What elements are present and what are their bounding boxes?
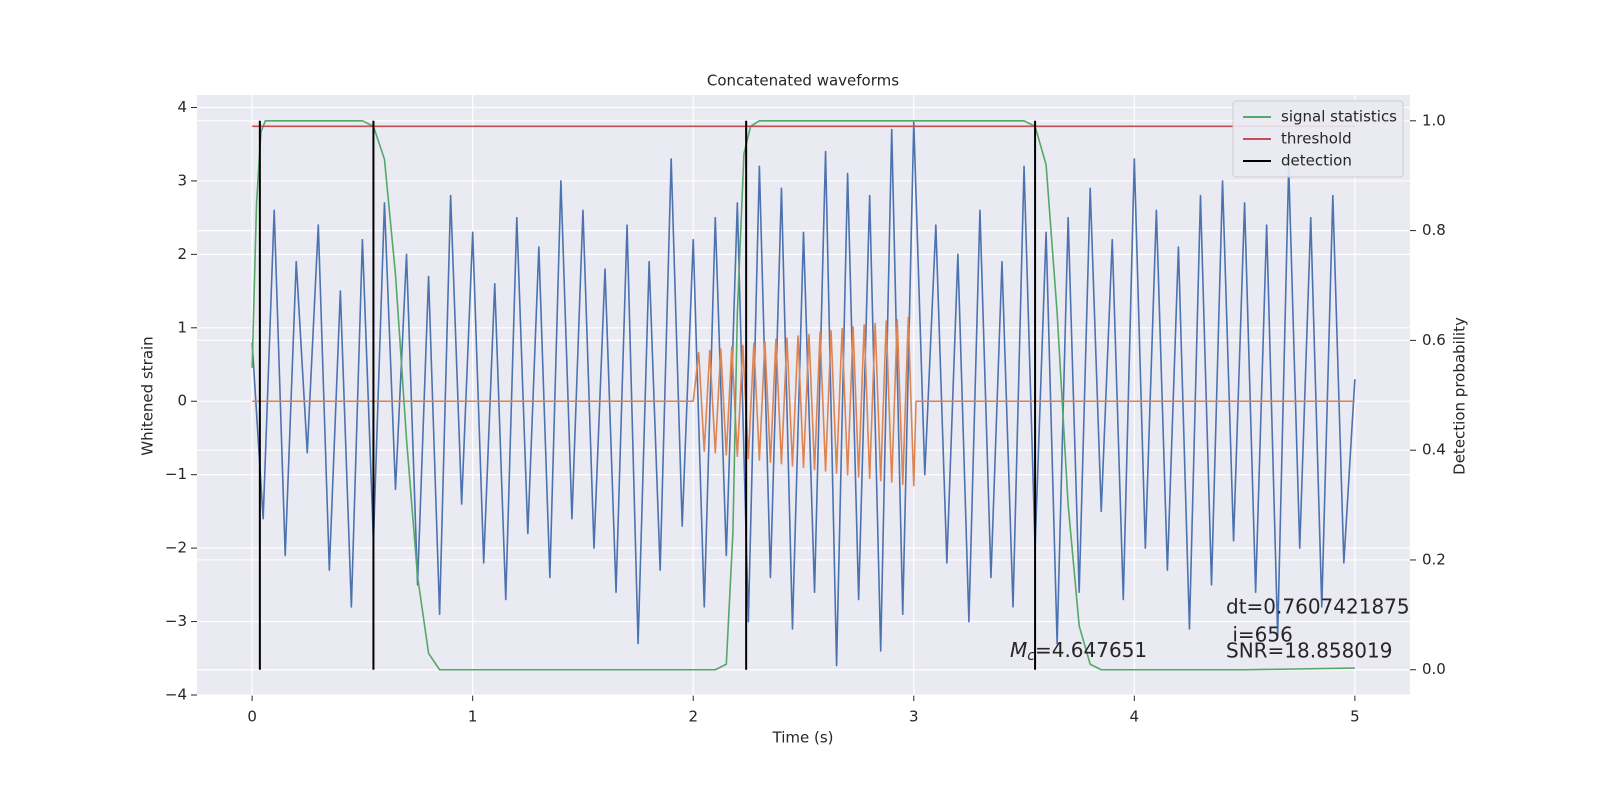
series-line bbox=[251, 121, 1356, 667]
y-tick-label: −2 bbox=[165, 539, 187, 557]
legend-label: signal statistics bbox=[1281, 108, 1397, 126]
y-tick-label: 4 bbox=[177, 98, 187, 116]
y-axis-label: Whitened strain bbox=[139, 336, 157, 455]
legend-label: detection bbox=[1281, 152, 1352, 170]
y2-tick-label: 0.0 bbox=[1422, 660, 1446, 678]
annotation-subscript: c bbox=[1027, 648, 1035, 664]
x-tick-label: 0 bbox=[247, 708, 257, 726]
annotation: SNR=18.858019 bbox=[1226, 639, 1392, 663]
annotation: Mc=4.647651 bbox=[1010, 638, 1147, 665]
y2-tick-label: 0.2 bbox=[1422, 550, 1446, 568]
annotation: dt=0.7607421875 bbox=[1226, 595, 1410, 619]
x-tick-label: 3 bbox=[909, 708, 919, 726]
legend-label: threshold bbox=[1281, 130, 1352, 148]
y-tick-label: −4 bbox=[165, 686, 187, 704]
series-line bbox=[252, 316, 1355, 487]
annotation-text: =4.647651 bbox=[1035, 638, 1147, 662]
annotation: i=656 bbox=[1226, 623, 1293, 647]
y2-tick-label: 0.4 bbox=[1422, 441, 1446, 459]
x-tick-label: 1 bbox=[468, 708, 478, 726]
x-tick-label: 5 bbox=[1350, 708, 1360, 726]
y-tick-label: 0 bbox=[177, 392, 187, 410]
x-tick-label: 4 bbox=[1130, 708, 1140, 726]
y-tick-label: 2 bbox=[177, 245, 187, 263]
y2-axis-label: Detection probability bbox=[1451, 317, 1469, 475]
x-tick-label: 2 bbox=[688, 708, 698, 726]
legend-box bbox=[1232, 100, 1404, 178]
y-tick-label: 1 bbox=[177, 318, 187, 336]
y2-tick-label: 0.8 bbox=[1422, 221, 1446, 239]
x-axis-label: Time (s) bbox=[772, 729, 834, 747]
y-tick-label: −1 bbox=[165, 465, 187, 483]
annotation-symbol: M bbox=[1010, 638, 1027, 662]
y2-tick-label: 0.6 bbox=[1422, 331, 1446, 349]
chart-title: Concatenated waveforms bbox=[707, 72, 899, 90]
series-line bbox=[251, 120, 1355, 671]
y2-tick-label: 1.0 bbox=[1422, 111, 1446, 129]
y-tick-label: 3 bbox=[177, 171, 187, 189]
y-tick-label: −3 bbox=[165, 612, 187, 630]
